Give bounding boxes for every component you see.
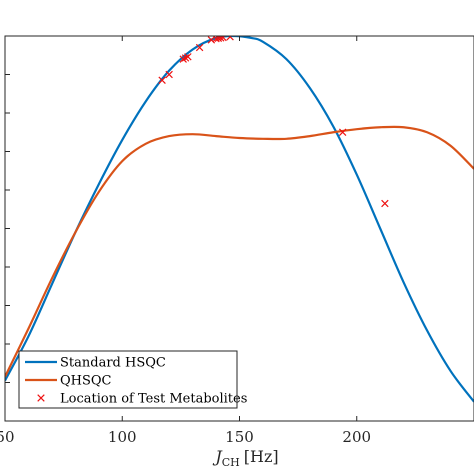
legend-swatch-marker — [37, 394, 45, 402]
x-axis-label-sub: CH — [222, 456, 240, 469]
metabolite-marker — [217, 36, 225, 42]
metabolite-marker — [158, 76, 166, 84]
metabolite-marker — [195, 43, 204, 52]
metabolite-marker — [184, 53, 192, 61]
x-tick-label: 100 — [108, 428, 137, 446]
legend-entry-label: Location of Test Metabolites — [60, 392, 247, 407]
metabolite-marker — [165, 70, 173, 79]
legend: Standard HSQC QHSQC Location of Test Metab… — [18, 350, 247, 409]
legend-entry-label: QHSQC — [60, 374, 112, 389]
x-axis-label: JCH [Hz] — [212, 447, 278, 469]
x-axis-label-unit: [Hz] — [244, 447, 279, 466]
x-axis-label-main: J — [212, 447, 223, 466]
metabolite-marker — [179, 55, 187, 63]
metabolite-marker — [219, 36, 227, 42]
series-line-0 — [5, 36, 474, 403]
x-tick-label: 50 — [0, 428, 15, 446]
metabolite-marker — [207, 36, 216, 44]
x-tick-label: 150 — [225, 428, 254, 446]
metabolite-marker — [226, 36, 234, 41]
legend-entry-label: Standard HSQC — [60, 356, 166, 371]
metabolite-marker — [381, 199, 389, 208]
metabolite-marker — [338, 128, 347, 136]
series-line-1 — [5, 125, 474, 378]
metabolite-marker — [181, 54, 190, 62]
axes-layer: 50 100 150 200 — [0, 35, 474, 446]
x-tick-label: 200 — [342, 428, 371, 446]
